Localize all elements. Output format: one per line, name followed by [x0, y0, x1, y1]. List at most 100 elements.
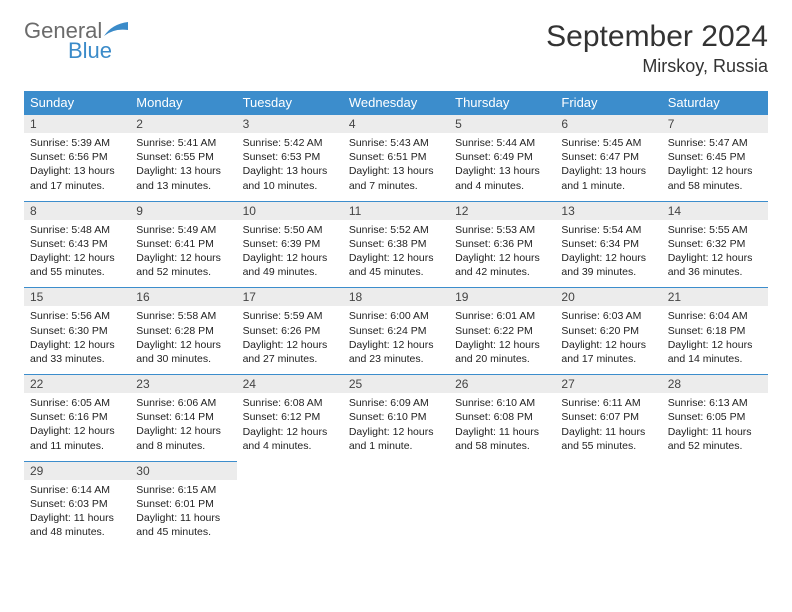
- calendar-body: 1234567Sunrise: 5:39 AMSunset: 6:56 PMDa…: [24, 115, 768, 548]
- sunrise-line: Sunrise: 5:56 AM: [30, 309, 124, 323]
- day-number: [555, 461, 661, 480]
- daylight-line: Daylight: 12 hours: [349, 425, 443, 439]
- daylight-line: and 33 minutes.: [30, 352, 124, 366]
- day-detail: [237, 480, 343, 548]
- sunset-line: Sunset: 6:45 PM: [668, 150, 762, 164]
- daylight-line: Daylight: 13 hours: [30, 164, 124, 178]
- daylight-line: Daylight: 13 hours: [455, 164, 549, 178]
- daylight-line: and 52 minutes.: [668, 439, 762, 453]
- sunset-line: Sunset: 6:16 PM: [30, 410, 124, 424]
- day-number: 20: [555, 288, 661, 307]
- daylight-line: Daylight: 12 hours: [561, 251, 655, 265]
- sunset-line: Sunset: 6:28 PM: [136, 324, 230, 338]
- sunrise-line: Sunrise: 6:06 AM: [136, 396, 230, 410]
- sunrise-line: Sunrise: 6:11 AM: [561, 396, 655, 410]
- detail-row: Sunrise: 5:48 AMSunset: 6:43 PMDaylight:…: [24, 220, 768, 288]
- daylight-line: Daylight: 12 hours: [243, 425, 337, 439]
- daylight-line: and 45 minutes.: [349, 265, 443, 279]
- day-detail: Sunrise: 6:08 AMSunset: 6:12 PMDaylight:…: [237, 393, 343, 461]
- day-detail: [555, 480, 661, 548]
- day-detail: Sunrise: 5:47 AMSunset: 6:45 PMDaylight:…: [662, 133, 768, 201]
- daylight-line: Daylight: 12 hours: [668, 338, 762, 352]
- sunrise-line: Sunrise: 5:58 AM: [136, 309, 230, 323]
- day-number: 24: [237, 375, 343, 394]
- day-detail: Sunrise: 5:55 AMSunset: 6:32 PMDaylight:…: [662, 220, 768, 288]
- daylight-line: Daylight: 13 hours: [136, 164, 230, 178]
- title-block: September 2024 Mirskoy, Russia: [546, 20, 768, 77]
- weekday-thursday: Thursday: [449, 91, 555, 115]
- daylight-line: and 8 minutes.: [136, 439, 230, 453]
- day-detail: Sunrise: 5:42 AMSunset: 6:53 PMDaylight:…: [237, 133, 343, 201]
- sunset-line: Sunset: 6:24 PM: [349, 324, 443, 338]
- day-detail: Sunrise: 5:44 AMSunset: 6:49 PMDaylight:…: [449, 133, 555, 201]
- weekday-tuesday: Tuesday: [237, 91, 343, 115]
- day-number: [343, 461, 449, 480]
- day-number: 26: [449, 375, 555, 394]
- sunrise-line: Sunrise: 5:55 AM: [668, 223, 762, 237]
- sunrise-line: Sunrise: 6:03 AM: [561, 309, 655, 323]
- day-number: 27: [555, 375, 661, 394]
- day-detail: Sunrise: 5:54 AMSunset: 6:34 PMDaylight:…: [555, 220, 661, 288]
- day-detail: Sunrise: 6:10 AMSunset: 6:08 PMDaylight:…: [449, 393, 555, 461]
- weekday-friday: Friday: [555, 91, 661, 115]
- sunset-line: Sunset: 6:07 PM: [561, 410, 655, 424]
- day-number: 11: [343, 201, 449, 220]
- daylight-line: Daylight: 12 hours: [136, 424, 230, 438]
- sunset-line: Sunset: 6:47 PM: [561, 150, 655, 164]
- daylight-line: Daylight: 13 hours: [243, 164, 337, 178]
- sunset-line: Sunset: 6:14 PM: [136, 410, 230, 424]
- sunrise-line: Sunrise: 5:41 AM: [136, 136, 230, 150]
- logo: General Blue: [24, 20, 130, 62]
- detail-row: Sunrise: 6:05 AMSunset: 6:16 PM Daylight:…: [24, 393, 768, 461]
- sunset-line: Sunset: 6:34 PM: [561, 237, 655, 251]
- day-number: 14: [662, 201, 768, 220]
- day-detail: Sunrise: 5:56 AMSunset: 6:30 PMDaylight:…: [24, 306, 130, 374]
- day-number: 4: [343, 115, 449, 134]
- sunrise-line: Sunrise: 6:05 AM: [30, 396, 124, 410]
- daylight-line: Daylight: 11 hours: [136, 511, 230, 525]
- daylight-line: and 36 minutes.: [668, 265, 762, 279]
- logo-word2: Blue: [68, 40, 130, 62]
- sunrise-line: Sunrise: 6:08 AM: [243, 396, 337, 410]
- day-number: 30: [130, 461, 236, 480]
- sunset-line: Sunset: 6:20 PM: [561, 324, 655, 338]
- day-number: 18: [343, 288, 449, 307]
- day-number: [662, 461, 768, 480]
- day-detail: [449, 480, 555, 548]
- day-number: 12: [449, 201, 555, 220]
- sunset-line: Sunset: 6:18 PM: [668, 324, 762, 338]
- day-detail: Sunrise: 5:52 AMSunset: 6:38 PMDaylight:…: [343, 220, 449, 288]
- daylight-line: and 55 minutes.: [561, 439, 655, 453]
- daylight-line: Daylight: 12 hours: [30, 251, 124, 265]
- daylight-line: and 49 minutes.: [243, 265, 337, 279]
- day-detail: Sunrise: 6:05 AMSunset: 6:16 PMDaylight:…: [24, 393, 130, 461]
- day-number: 1: [24, 115, 130, 134]
- day-number: 15: [24, 288, 130, 307]
- sunset-line: Sunset: 6:41 PM: [136, 237, 230, 251]
- day-number: 29: [24, 461, 130, 480]
- daylight-line: Daylight: 12 hours: [455, 338, 549, 352]
- header: General Blue September 2024 Mirskoy, Rus…: [24, 20, 768, 77]
- sunset-line: Sunset: 6:26 PM: [243, 324, 337, 338]
- daylight-line: and 10 minutes.: [243, 179, 337, 193]
- sunset-line: Sunset: 6:51 PM: [349, 150, 443, 164]
- sunrise-line: Sunrise: 5:44 AM: [455, 136, 549, 150]
- daylight-line: Daylight: 12 hours: [561, 338, 655, 352]
- day-number: 6: [555, 115, 661, 134]
- day-detail: Sunrise: 6:09 AMSunset: 6:10 PMDaylight:…: [343, 393, 449, 461]
- daylight-line: Daylight: 12 hours: [455, 251, 549, 265]
- day-detail: Sunrise: 6:06 AMSunset: 6:14 PMDaylight:…: [130, 393, 236, 461]
- daylight-line: and 39 minutes.: [561, 265, 655, 279]
- day-detail: Sunrise: 6:03 AMSunset: 6:20 PMDaylight:…: [555, 306, 661, 374]
- sunrise-line: Sunrise: 6:01 AM: [455, 309, 549, 323]
- day-detail: Sunrise: 6:15 AMSunset: 6:01 PMDaylight:…: [130, 480, 236, 548]
- daylight-line: and 58 minutes.: [668, 179, 762, 193]
- sunrise-line: Sunrise: 5:49 AM: [136, 223, 230, 237]
- daylight-line: and 4 minutes.: [455, 179, 549, 193]
- daynum-row: 15161718192021: [24, 288, 768, 307]
- daynum-row: 1234567: [24, 115, 768, 134]
- sunrise-line: Sunrise: 5:52 AM: [349, 223, 443, 237]
- sunset-line: Sunset: 6:38 PM: [349, 237, 443, 251]
- sunrise-line: Sunrise: 5:54 AM: [561, 223, 655, 237]
- sunrise-line: Sunrise: 5:53 AM: [455, 223, 549, 237]
